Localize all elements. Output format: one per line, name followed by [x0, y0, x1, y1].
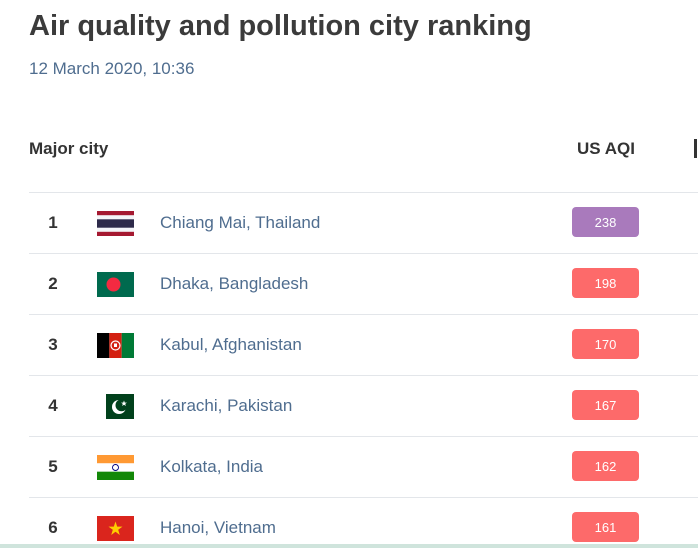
city-link[interactable]: Karachi, Pakistan — [160, 396, 293, 415]
column-header-city[interactable]: Major city — [29, 139, 109, 158]
city-link[interactable]: Kabul, Afghanistan — [160, 335, 302, 354]
india-flag-icon — [97, 455, 134, 480]
aqi-badge: 167 — [572, 390, 639, 420]
city-link[interactable]: Hanoi, Vietnam — [160, 518, 276, 537]
table-row[interactable]: 5 Kolkata, India 162 — [29, 436, 698, 497]
ranking-table: 1 Chiang Mai, Thailand 238 2 Dhaka, Bang… — [29, 192, 698, 558]
aqi-badge: 198 — [572, 268, 639, 298]
bottom-bar — [0, 544, 698, 548]
table-row[interactable]: 6 Hanoi, Vietnam 161 — [29, 497, 698, 558]
aqi-badge: 161 — [572, 512, 639, 542]
table-row[interactable]: 1 Chiang Mai, Thailand 238 — [29, 192, 698, 253]
column-header-cutoff — [694, 139, 697, 158]
rank-number: 3 — [48, 335, 58, 354]
thailand-flag-icon — [97, 211, 134, 236]
city-link[interactable]: Kolkata, India — [160, 457, 264, 476]
city-link[interactable]: Dhaka, Bangladesh — [160, 274, 309, 293]
afghanistan-flag-icon — [97, 333, 134, 358]
aqi-badge: 162 — [572, 451, 639, 481]
page-title: Air quality and pollution city ranking — [29, 10, 532, 42]
rank-number: 2 — [48, 274, 58, 293]
vietnam-flag-icon — [97, 516, 134, 541]
column-header-aqi[interactable]: US AQI — [577, 139, 635, 158]
table-row[interactable]: 4 Karachi, Pakistan 167 — [29, 375, 698, 436]
aqi-badge: 238 — [572, 207, 639, 237]
rank-number: 1 — [48, 213, 58, 232]
table-row[interactable]: 2 Dhaka, Bangladesh 198 — [29, 253, 698, 314]
table-row[interactable]: 3 Kabul, Afghanistan 170 — [29, 314, 698, 375]
bangladesh-flag-icon — [97, 272, 134, 297]
city-link[interactable]: Chiang Mai, Thailand — [160, 213, 321, 232]
rank-number: 4 — [48, 396, 58, 415]
timestamp: 12 March 2020, 10:36 — [29, 59, 195, 78]
rank-number: 6 — [48, 518, 58, 537]
rank-number: 5 — [48, 457, 58, 476]
aqi-badge: 170 — [572, 329, 639, 359]
pakistan-flag-icon — [97, 394, 134, 419]
